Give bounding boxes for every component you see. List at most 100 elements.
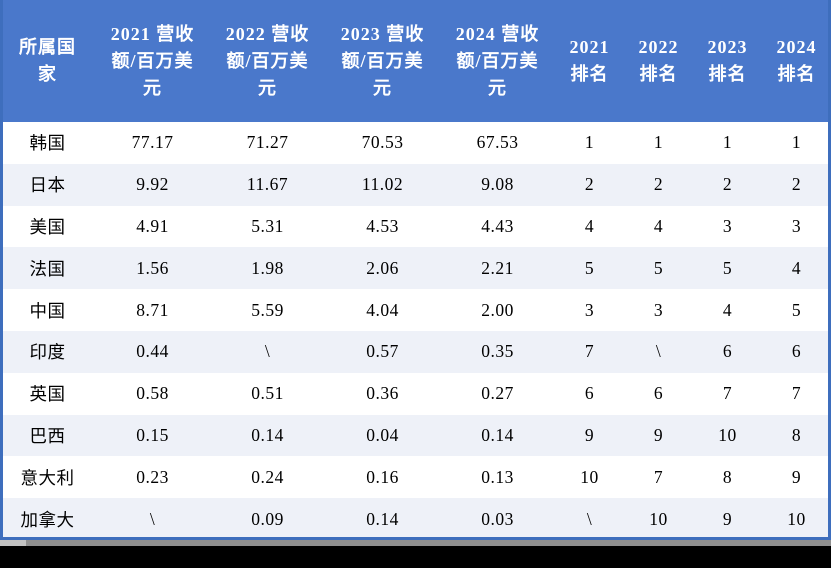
bottom-black-bar xyxy=(0,546,831,568)
cell-rank2023: 5 xyxy=(722,257,733,278)
cell-country: 韩国 xyxy=(29,133,66,154)
header-cell-rank2024: 2024 排名 xyxy=(776,37,817,84)
cell-rev2024: 2.21 xyxy=(481,257,514,278)
cell-rev2023: 0.36 xyxy=(366,383,399,404)
cell-rank2024: 9 xyxy=(791,466,802,487)
cell-rank2022: 7 xyxy=(653,466,664,487)
cell-rev2021: 1.56 xyxy=(136,257,169,278)
cell-country: 日本 xyxy=(29,175,66,196)
cell-rank2023: 3 xyxy=(722,215,733,236)
table-row: 意大利 0.23 0.24 0.16 0.13 10 7 8 9 xyxy=(0,456,831,499)
cell-rev2021: 9.92 xyxy=(136,174,169,195)
cell-rank2022: 10 xyxy=(649,508,668,529)
cell-rank2021: 2 xyxy=(584,174,595,195)
cell-rank2021: 6 xyxy=(584,383,595,404)
table-header-row: 所属国 家 2021 营收 额/百万美 元 2022 营收 额/百万美 元 2023 … xyxy=(0,0,831,122)
cell-rank2022: 9 xyxy=(653,424,664,445)
header-cell-country: 所属国 家 xyxy=(19,37,76,84)
cell-rev2024: 0.13 xyxy=(481,466,514,487)
cell-rev2023: 0.57 xyxy=(366,341,399,362)
cell-rank2023: 9 xyxy=(722,508,733,529)
header-cell-rank2021: 2021 排名 xyxy=(569,37,610,84)
cell-rank2022: 5 xyxy=(653,257,664,278)
table-row: 韩国 77.17 71.27 70.53 67.53 1 1 1 1 xyxy=(0,122,831,164)
cell-rev2023: 0.16 xyxy=(366,466,399,487)
cell-rev2022: 11.67 xyxy=(246,174,289,195)
cell-rank2024: 3 xyxy=(791,215,802,236)
cell-rank2024: 4 xyxy=(791,257,802,278)
cell-rank2023: 6 xyxy=(722,341,733,362)
cell-rev2024: 0.14 xyxy=(481,424,514,445)
table-border-bottom xyxy=(0,537,831,540)
cell-rank2024: 6 xyxy=(791,341,802,362)
cell-rev2021: 0.23 xyxy=(136,466,169,487)
cell-rev2022: 0.24 xyxy=(251,466,284,487)
bottom-gray-strip-light xyxy=(0,540,26,546)
cell-rev2021: 0.15 xyxy=(136,424,169,445)
cell-rank2021: 5 xyxy=(584,257,595,278)
cell-rev2024: 4.43 xyxy=(481,215,514,236)
table-border-left xyxy=(0,0,3,540)
header-cell-rev2022: 2022 营收 额/百万美 元 xyxy=(225,23,310,98)
cell-rev2022: 5.59 xyxy=(251,299,284,320)
cell-rev2022: 0.51 xyxy=(251,383,284,404)
cell-rank2022: 4 xyxy=(653,215,664,236)
cell-rev2023: 4.04 xyxy=(366,299,399,320)
cell-country: 美国 xyxy=(29,216,66,237)
cell-rev2021: 77.17 xyxy=(131,132,174,153)
table-body: 韩国 77.17 71.27 70.53 67.53 1 1 1 1 日本 9.92 11.67 11.… xyxy=(0,122,831,540)
cell-rank2024: 5 xyxy=(791,299,802,320)
cell-rank2023: 2 xyxy=(722,174,733,195)
cell-rank2021: 9 xyxy=(584,424,595,445)
cell-rank2021: 1 xyxy=(584,132,595,153)
cell-country: 加拿大 xyxy=(20,509,75,530)
cell-rev2021: 4.91 xyxy=(136,215,169,236)
cell-rev2024: 9.08 xyxy=(481,174,514,195)
cell-rev2023: 0.14 xyxy=(366,508,399,529)
cell-rev2023: 4.53 xyxy=(366,215,399,236)
cell-rev2021: 0.44 xyxy=(136,341,169,362)
table-row: 中国 8.71 5.59 4.04 2.00 3 3 4 5 xyxy=(0,289,831,331)
cell-rev2022: 1.98 xyxy=(251,257,284,278)
cell-country: 巴西 xyxy=(29,425,66,446)
cell-rank2024: 7 xyxy=(791,383,802,404)
cell-rev2022: 0.14 xyxy=(251,424,284,445)
cell-rank2022: \ xyxy=(655,341,662,362)
cell-rank2023: 1 xyxy=(722,132,733,153)
cell-rank2021: \ xyxy=(586,508,593,529)
header-cell-rev2024: 2024 营收 额/百万美 元 xyxy=(455,23,540,98)
cell-rank2022: 6 xyxy=(653,383,664,404)
table-row: 英国 0.58 0.51 0.36 0.27 6 6 7 7 xyxy=(0,372,831,415)
cell-rank2024: 8 xyxy=(791,424,802,445)
cell-country: 法国 xyxy=(29,258,66,279)
cell-rev2024: 2.00 xyxy=(481,299,514,320)
header-cell-rev2021: 2021 营收 额/百万美 元 xyxy=(110,23,195,98)
cell-country: 英国 xyxy=(29,384,66,405)
cell-rev2023: 2.06 xyxy=(366,257,399,278)
cell-rev2021: \ xyxy=(149,508,156,529)
table-row: 美国 4.91 5.31 4.53 4.43 4 4 3 3 xyxy=(0,205,831,248)
cell-rev2024: 0.35 xyxy=(481,341,514,362)
table-row: 印度 0.44 \ 0.57 0.35 7 \ 6 6 xyxy=(0,330,831,373)
cell-rank2021: 3 xyxy=(584,299,595,320)
cell-rev2021: 8.71 xyxy=(136,299,169,320)
cell-country: 意大利 xyxy=(20,467,75,488)
cell-rev2023: 70.53 xyxy=(361,132,404,153)
cell-rank2021: 7 xyxy=(584,341,595,362)
cell-rev2022: 71.27 xyxy=(246,132,289,153)
table-row: 法国 1.56 1.98 2.06 2.21 5 5 5 4 xyxy=(0,247,831,290)
cell-rev2023: 0.04 xyxy=(366,424,399,445)
table-row: 日本 9.92 11.67 11.02 9.08 2 2 2 2 xyxy=(0,163,831,206)
cell-rank2023: 4 xyxy=(722,299,733,320)
cell-rev2024: 67.53 xyxy=(476,132,519,153)
cell-rank2022: 3 xyxy=(653,299,664,320)
cell-rank2023: 10 xyxy=(718,424,737,445)
cell-rank2021: 4 xyxy=(584,215,595,236)
cell-rank2023: 7 xyxy=(722,383,733,404)
cell-rank2022: 1 xyxy=(653,132,664,153)
cell-rev2024: 0.03 xyxy=(481,508,514,529)
cell-rank2024: 2 xyxy=(791,174,802,195)
cell-rev2023: 11.02 xyxy=(361,174,404,195)
cell-rev2021: 0.58 xyxy=(136,383,169,404)
bottom-gray-strip xyxy=(0,540,831,546)
